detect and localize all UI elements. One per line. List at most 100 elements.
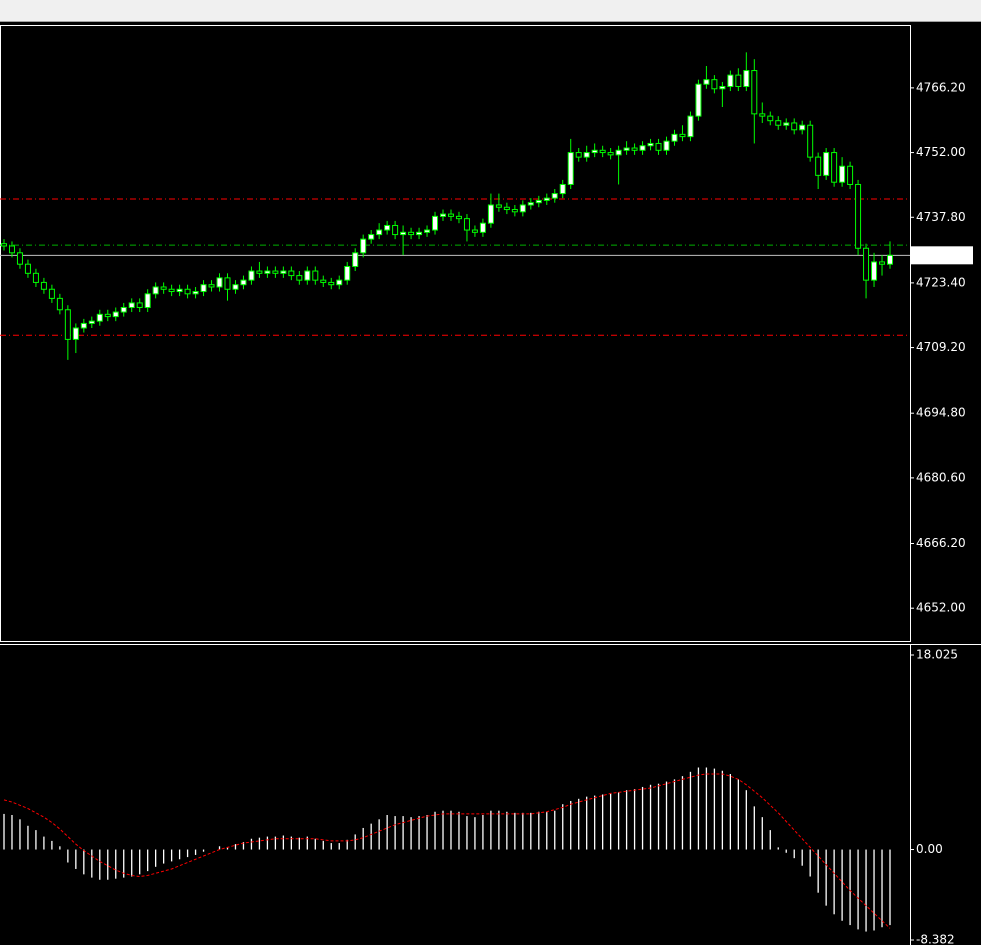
y-tick-label: 4723.40 [916,275,966,289]
candle-body [479,222,486,233]
candle-body [144,293,151,308]
y-tick-label: 4694.80 [916,406,966,420]
candle-body [128,302,135,308]
candle-body [112,311,119,318]
candle-body [871,261,878,281]
candle-body [368,234,375,240]
candle-body [743,70,750,88]
candle-body [511,209,518,213]
candle-body [615,149,622,156]
candle-body [887,254,893,265]
y-tick-label: 4709.20 [916,340,966,354]
y-tick-label: 4766.20 [916,80,966,94]
candle-body [328,281,335,286]
candle-body [80,322,87,329]
candle-body [823,152,830,176]
candle-body [863,247,870,281]
candle-body [455,215,462,220]
candle-body [607,152,614,156]
y-tick-label: 4752.00 [916,145,966,159]
candle-body [344,265,351,281]
candle-body [623,147,630,151]
last-price-label: 4729.45 [916,249,966,263]
candle-body [735,74,742,88]
candle-body [719,86,726,90]
candle-body [248,270,255,281]
candle-body [184,288,191,295]
candle-body [879,261,886,265]
candle-body [224,277,231,290]
candle-body [152,286,159,295]
candle-body [775,120,782,126]
y-tick-label: 4652.00 [916,601,966,615]
candle-body [120,306,127,313]
candle-body [432,215,439,231]
signal-line [3,773,891,929]
last-price-box [911,246,973,265]
candle-body [807,124,814,158]
candle-body [695,83,702,117]
y-tick-label: 4680.60 [916,470,966,484]
candle-body [200,284,207,293]
candle-body [519,204,526,213]
candle-body [855,183,862,249]
candle-body [104,313,111,318]
candle-body [40,281,47,290]
candle-body [631,147,638,151]
candle-body [487,204,494,224]
candle-body [88,320,95,324]
candle-body [208,284,215,288]
candle-body [304,270,311,281]
candle-body [639,145,646,151]
toolbar [0,0,981,21]
candle-body [839,165,846,183]
candle-body [671,133,678,142]
candle-body [48,288,55,299]
candle-body [72,327,79,340]
candle-body [360,238,367,254]
candle-body [392,224,399,236]
candle-body [815,156,822,176]
candle-body [831,152,838,183]
candle-body [751,70,758,115]
candle-body [711,79,718,90]
candle-body [440,213,447,217]
y-tick-label: 4666.20 [916,536,966,550]
candle-body [288,270,295,277]
candle-body [687,115,694,138]
candle-body [216,277,223,288]
candle-body [1,243,7,247]
candle-body [791,122,798,131]
candle-body [447,213,454,217]
candle-body [320,279,327,283]
candle-body [8,245,15,254]
candle-body [16,252,23,265]
candle-body [703,79,710,85]
candle-body [176,288,183,293]
candle-body [336,279,343,286]
candle-body [567,152,574,185]
candle-body [727,74,734,88]
candle-body [240,279,247,286]
candle-body [352,252,359,267]
candle-body [32,272,39,283]
y-tick-label: 4737.80 [916,210,966,224]
candle-body [495,204,502,208]
candle-body [759,113,766,117]
candle-body [424,229,431,233]
candle-body [264,270,271,274]
candle-body [24,263,31,274]
candle-body [160,286,167,290]
candle-body [280,270,287,274]
candle-body [551,193,558,199]
candle-body [527,202,534,206]
candle-body [96,313,103,322]
candle-body [296,275,303,281]
candle-body [535,199,542,204]
candle-body [56,297,63,311]
candle-body [416,231,423,236]
candle-body [400,231,407,236]
candle-body [64,309,71,340]
